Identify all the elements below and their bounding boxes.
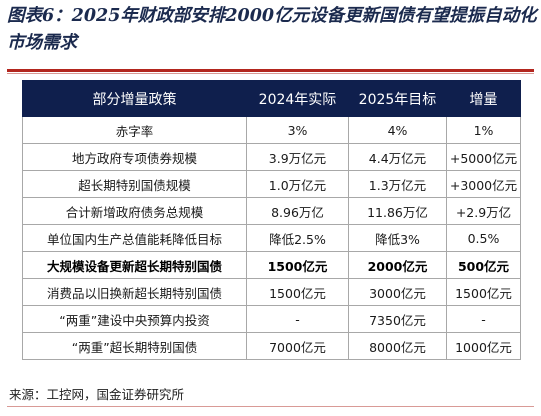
cell-increment: 500亿元 <box>446 251 521 279</box>
cell-increment: - <box>446 305 521 333</box>
source-note: 来源：工控网，国金证券研究所 <box>9 387 185 402</box>
row-label: 合计新增政府债务总规模 <box>22 197 247 225</box>
cell-increment: +5000亿元 <box>446 143 521 171</box>
header-policy: 部分增量政策 <box>22 80 247 117</box>
cell-2025: 7350亿元 <box>348 305 447 333</box>
cell-2025: 降低3% <box>348 224 447 252</box>
title-divider-thin <box>7 73 534 74</box>
table-row: “两重”建设中央预算内投资 - 7350亿元 - <box>22 305 521 333</box>
header-increment: 增量 <box>446 80 521 117</box>
row-label: 大规模设备更新超长期特别国债 <box>22 251 247 279</box>
cell-2024: 7000亿元 <box>246 332 349 360</box>
cell-2024: 3% <box>246 116 349 144</box>
row-label: 超长期特别国债规模 <box>22 170 247 198</box>
table-row: 赤字率 3% 4% 1% <box>22 116 521 144</box>
table-row: “两重”超长期特别国债 7000亿元 8000亿元 1000亿元 <box>22 332 521 360</box>
table-row-highlight: 大规模设备更新超长期特别国债 1500亿元 2000亿元 500亿元 <box>22 251 521 279</box>
cell-increment: 1500亿元 <box>446 278 521 306</box>
header-2024-actual: 2024年实际 <box>246 80 349 117</box>
row-label: “两重”超长期特别国债 <box>22 332 247 360</box>
cell-2025: 1.3万亿元 <box>348 170 447 198</box>
cell-2024: 降低2.5% <box>246 224 349 252</box>
cell-2024: 8.96万亿 <box>246 197 349 225</box>
title-divider <box>7 69 534 72</box>
row-label: 赤字率 <box>22 116 247 144</box>
header-2025-target: 2025年目标 <box>348 80 447 117</box>
figure-title: 图表6：2025年财政部安排2000亿元设备更新国债有望提振自动化市场需求 <box>7 6 537 53</box>
table-header-row: 部分增量政策 2024年实际 2025年目标 增量 <box>22 80 521 117</box>
cell-2025: 11.86万亿 <box>348 197 447 225</box>
cell-2024: 1500亿元 <box>246 251 349 279</box>
cell-2025: 2000亿元 <box>348 251 447 279</box>
cell-increment: 1% <box>446 116 521 144</box>
table-row: 地方政府专项债券规模 3.9万亿元 4.4万亿元 +5000亿元 <box>22 143 521 171</box>
table-row: 单位国内生产总值能耗降低目标 降低2.5% 降低3% 0.5% <box>22 224 521 252</box>
table-row: 合计新增政府债务总规模 8.96万亿 11.86万亿 +2.9万亿 <box>22 197 521 225</box>
cell-2024: - <box>246 305 349 333</box>
cell-2025: 4.4万亿元 <box>348 143 447 171</box>
cell-increment: 0.5% <box>446 224 521 252</box>
row-label: 地方政府专项债券规模 <box>22 143 247 171</box>
bottom-divider <box>7 406 534 407</box>
row-label: 单位国内生产总值能耗降低目标 <box>22 224 247 252</box>
cell-2024: 1500亿元 <box>246 278 349 306</box>
cell-2025: 3000亿元 <box>348 278 447 306</box>
row-label: 消费品以旧换新超长期特别国债 <box>22 278 247 306</box>
table-row: 消费品以旧换新超长期特别国债 1500亿元 3000亿元 1500亿元 <box>22 278 521 306</box>
cell-2024: 1.0万亿元 <box>246 170 349 198</box>
cell-increment: +3000亿元 <box>446 170 521 198</box>
cell-increment: 1000亿元 <box>446 332 521 360</box>
row-label: “两重”建设中央预算内投资 <box>22 305 247 333</box>
cell-2025: 8000亿元 <box>348 332 447 360</box>
cell-2025: 4% <box>348 116 447 144</box>
policy-table: 部分增量政策 2024年实际 2025年目标 增量 赤字率 3% 4% 1% 地… <box>22 80 521 360</box>
cell-2024: 3.9万亿元 <box>246 143 349 171</box>
cell-increment: +2.9万亿 <box>446 197 521 225</box>
table-row: 超长期特别国债规模 1.0万亿元 1.3万亿元 +3000亿元 <box>22 170 521 198</box>
